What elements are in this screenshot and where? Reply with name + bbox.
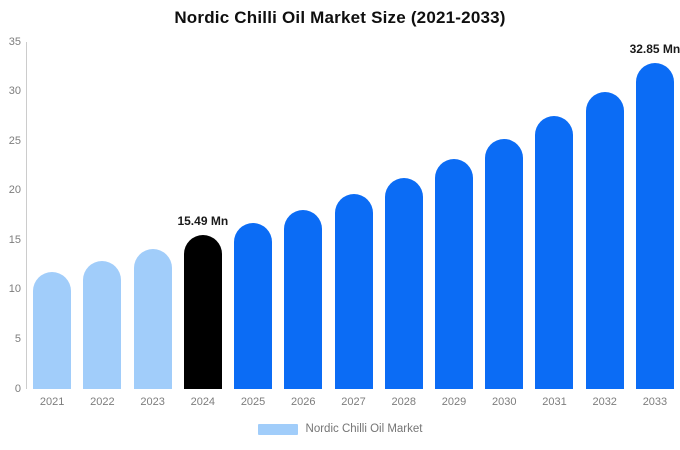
chart-title: Nordic Chilli Oil Market Size (2021-2033… bbox=[174, 8, 506, 27]
value-label-2024: 15.49 Mn bbox=[177, 214, 229, 229]
y-axis-tick-label: 25 bbox=[8, 134, 21, 147]
x-axis-tick-label: 2031 bbox=[542, 396, 567, 408]
x-axis-tick-label: 2021 bbox=[39, 396, 65, 408]
x-axis-tick-label: 2026 bbox=[291, 396, 316, 408]
x-axis-tick-label: 2027 bbox=[341, 396, 366, 408]
x-axis-tick-label: 2033 bbox=[642, 396, 668, 408]
bar-slot-2030: 2030 bbox=[479, 42, 529, 408]
bar-2028[interactable] bbox=[384, 177, 423, 389]
legend-swatch bbox=[257, 423, 298, 435]
bar-slot-2022: 2022 bbox=[77, 42, 127, 408]
bar-2023[interactable] bbox=[133, 249, 172, 389]
bar-slot-2023: 2023 bbox=[127, 42, 177, 408]
x-axis-tick-label: 2025 bbox=[240, 396, 266, 408]
bar-slot-2031: 2031 bbox=[529, 42, 579, 408]
bar-2025[interactable] bbox=[234, 223, 273, 389]
bar-2024[interactable] bbox=[183, 235, 222, 389]
bar-2029[interactable] bbox=[434, 159, 473, 389]
bar-slot-2029: 2029 bbox=[429, 42, 479, 408]
x-axis-tick-label: 2028 bbox=[391, 396, 416, 408]
bar-slot-2025: 2025 bbox=[228, 42, 278, 408]
bar-2032[interactable] bbox=[585, 91, 624, 389]
plot-area: 2021 2022 2023 2024 15.49 Mn 2025 2026 2027 2028… bbox=[27, 42, 680, 408]
y-axis-line bbox=[26, 42, 27, 389]
bar-2026[interactable] bbox=[284, 209, 323, 389]
bar-slot-2021: 2021 bbox=[27, 42, 77, 408]
x-axis-tick-label: 2029 bbox=[441, 396, 467, 408]
bar-2033[interactable] bbox=[635, 63, 674, 389]
bar-slot-2024: 2024 15.49 Mn bbox=[177, 42, 229, 408]
bar-slot-2026: 2026 bbox=[278, 42, 328, 408]
bar-2027[interactable] bbox=[334, 193, 373, 389]
y-axis-tick-label: 20 bbox=[8, 184, 21, 197]
bar-slot-2033: 2033 32.85 Mn bbox=[629, 42, 680, 408]
y-axis-tick-label: 15 bbox=[8, 233, 21, 246]
legend: Nordic Chilli Oil Market bbox=[0, 423, 680, 435]
y-axis-tick-label: 0 bbox=[14, 382, 21, 395]
legend-item-nordic-chilli-oil-market[interactable]: Nordic Chilli Oil Market bbox=[257, 423, 423, 435]
x-axis-tick-label: 2030 bbox=[491, 396, 517, 408]
x-axis-tick-label: 2032 bbox=[592, 396, 617, 408]
y-axis-tick-label: 5 bbox=[14, 332, 21, 345]
y-axis-tick-label: 30 bbox=[8, 85, 21, 98]
legend-label: Nordic Chilli Oil Market bbox=[305, 423, 423, 435]
bar-2021[interactable] bbox=[33, 272, 72, 389]
y-axis-tick-labels: 0 5 10 15 20 25 30 35 bbox=[0, 36, 21, 394]
bar-slot-2032: 2032 bbox=[580, 42, 630, 408]
x-axis-tick-label: 2023 bbox=[140, 396, 165, 408]
y-axis-tick-label: 10 bbox=[8, 283, 21, 296]
bar-slot-2028: 2028 bbox=[379, 42, 429, 408]
value-label-2033: 32.85 Mn bbox=[629, 42, 680, 57]
bar-slot-2027: 2027 bbox=[328, 42, 378, 408]
bar-2030[interactable] bbox=[485, 139, 524, 389]
bar-2022[interactable] bbox=[83, 261, 122, 389]
y-axis-tick-label: 35 bbox=[8, 35, 21, 48]
bar-2031[interactable] bbox=[535, 116, 574, 389]
x-axis-tick-label: 2022 bbox=[90, 396, 115, 408]
x-axis-tick-label: 2024 bbox=[190, 396, 216, 408]
